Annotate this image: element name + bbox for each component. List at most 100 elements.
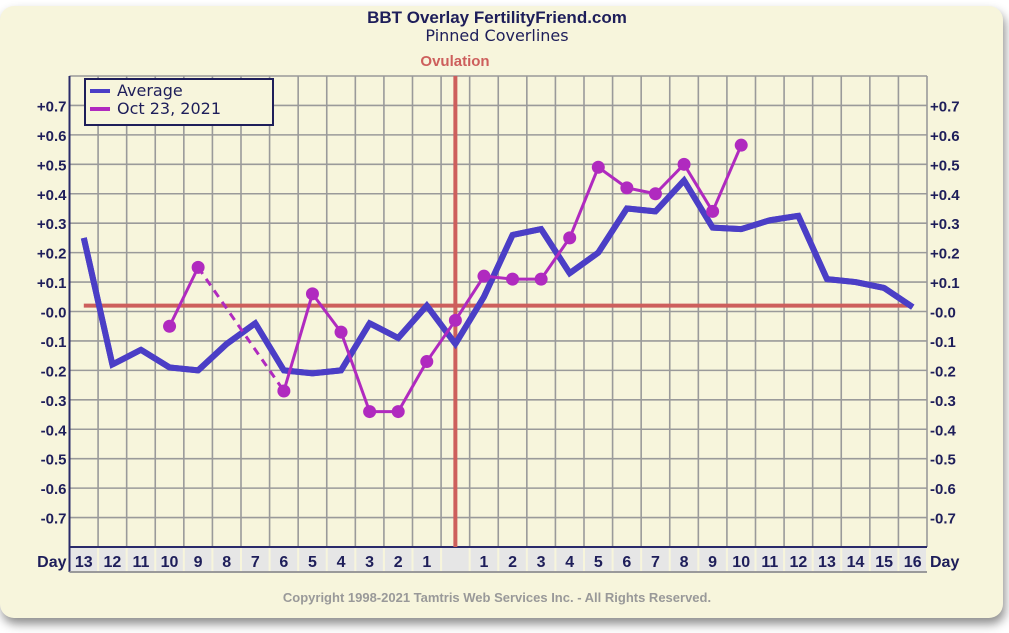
y-tick-left: +0.2 <box>37 246 67 263</box>
y-tick-left: -0.1 <box>41 334 67 351</box>
day-cell <box>470 548 498 572</box>
oct23-point <box>305 287 319 301</box>
y-tick-right: +0.3 <box>930 216 960 233</box>
y-tick-right: -0.1 <box>930 334 956 351</box>
x-tick-label: 12 <box>789 554 807 571</box>
x-tick-label: 14 <box>847 554 865 571</box>
y-tick-left: -0.3 <box>41 393 67 410</box>
oct23-point <box>706 204 720 218</box>
y-tick-left: +0.1 <box>37 275 67 292</box>
oct23-segment <box>568 166 600 239</box>
oct23-point <box>191 260 205 274</box>
day-cell <box>270 548 298 572</box>
x-tick-label: 10 <box>732 554 750 571</box>
oct23-point <box>334 325 348 339</box>
legend-label-oct23: Oct 23, 2021 <box>117 99 221 118</box>
oct23-point <box>506 272 520 286</box>
x-tick-label: 13 <box>818 554 836 571</box>
oct23-point <box>420 355 434 369</box>
day-cell <box>613 548 641 572</box>
day-cell <box>213 548 240 572</box>
x-tick-label: 9 <box>194 554 203 571</box>
x-tick-label: 7 <box>651 554 660 571</box>
day-cell <box>899 548 926 572</box>
x-tick-label: 4 <box>337 554 346 571</box>
oct23-segment <box>311 292 343 334</box>
oct23-point <box>648 187 662 201</box>
oct23-point <box>391 405 405 419</box>
y-tick-left: -0.2 <box>41 363 67 380</box>
x-tick-label: 1 <box>422 554 431 571</box>
y-tick-left: +0.7 <box>37 98 67 115</box>
day-cell <box>727 548 755 572</box>
y-tick-left: -0.6 <box>41 481 67 498</box>
day-cell <box>527 548 555 572</box>
oct23-segment <box>682 163 714 213</box>
day-cell <box>327 548 355 572</box>
day-cell <box>442 548 469 572</box>
day-cell <box>842 548 869 572</box>
y-tick-right: +0.5 <box>930 157 960 174</box>
oct23-point <box>591 160 605 174</box>
oct23-point <box>620 181 634 195</box>
day-cell <box>556 548 583 572</box>
day-cell <box>642 548 669 572</box>
x-tick-label: 2 <box>394 554 403 571</box>
oct23-segment <box>339 331 372 413</box>
day-cell <box>70 548 98 572</box>
day-cell <box>242 548 269 572</box>
x-tick-label: 15 <box>875 554 893 571</box>
copyright: Copyright 1998-2021 Tamtris Web Services… <box>283 590 711 605</box>
oct23-point <box>448 313 462 327</box>
y-tick-left: -0.0 <box>41 305 67 322</box>
oct23-segment <box>396 360 429 413</box>
oct23-segment <box>196 266 286 392</box>
day-cell <box>299 548 326 572</box>
x-tick-label: 9 <box>708 554 717 571</box>
day-cell <box>413 548 441 572</box>
x-tick-label: 3 <box>537 554 546 571</box>
y-tick-left: +0.6 <box>37 128 67 145</box>
oct23-point <box>563 231 577 245</box>
y-tick-right: -0.5 <box>930 452 956 469</box>
chart-card: BBT Overlay FertilityFriend.com Pinned C… <box>0 6 1003 618</box>
legend: Average Oct 23, 2021 <box>84 78 274 126</box>
y-tick-right: +0.6 <box>930 128 960 145</box>
x-tick-label: 13 <box>75 554 93 571</box>
day-cell <box>870 548 898 572</box>
y-tick-right: +0.2 <box>930 246 960 263</box>
y-tick-right: +0.1 <box>930 275 960 292</box>
y-tick-right: -0.7 <box>930 511 956 528</box>
x-tick-label: 8 <box>222 554 231 571</box>
y-tick-left: +0.3 <box>37 216 67 233</box>
oct23-point <box>677 157 691 171</box>
x-tick-label: 2 <box>508 554 517 571</box>
y-tick-right: +0.7 <box>930 98 960 115</box>
day-cell <box>785 548 812 572</box>
oct23-segment <box>654 163 686 195</box>
y-tick-left: +0.4 <box>37 187 67 204</box>
day-cell <box>356 548 383 572</box>
chart-title: BBT Overlay FertilityFriend.com <box>367 8 627 27</box>
y-tick-right: -0.0 <box>930 305 956 322</box>
x-tick-label: 6 <box>622 554 631 571</box>
x-tick-label: 10 <box>161 554 179 571</box>
y-tick-left: -0.7 <box>41 511 67 528</box>
x-tick-label: 4 <box>565 554 574 571</box>
x-tick-label: 5 <box>594 554 603 571</box>
legend-swatch-oct23 <box>90 107 110 111</box>
y-tick-right: -0.6 <box>930 481 956 498</box>
day-cell <box>813 548 841 572</box>
oct23-point <box>277 384 291 398</box>
y-tick-right: -0.3 <box>930 393 956 410</box>
day-cell <box>670 548 698 572</box>
y-tick-right: -0.4 <box>930 422 957 439</box>
legend-swatch-average <box>90 89 110 93</box>
oct23-point <box>163 319 177 333</box>
oct23-segment <box>711 144 743 213</box>
oct23-segment <box>454 275 486 322</box>
y-tick-right: +0.4 <box>930 187 960 204</box>
day-cell <box>699 548 726 572</box>
x-tick-label: 7 <box>251 554 260 571</box>
y-tick-right: -0.2 <box>930 363 956 380</box>
